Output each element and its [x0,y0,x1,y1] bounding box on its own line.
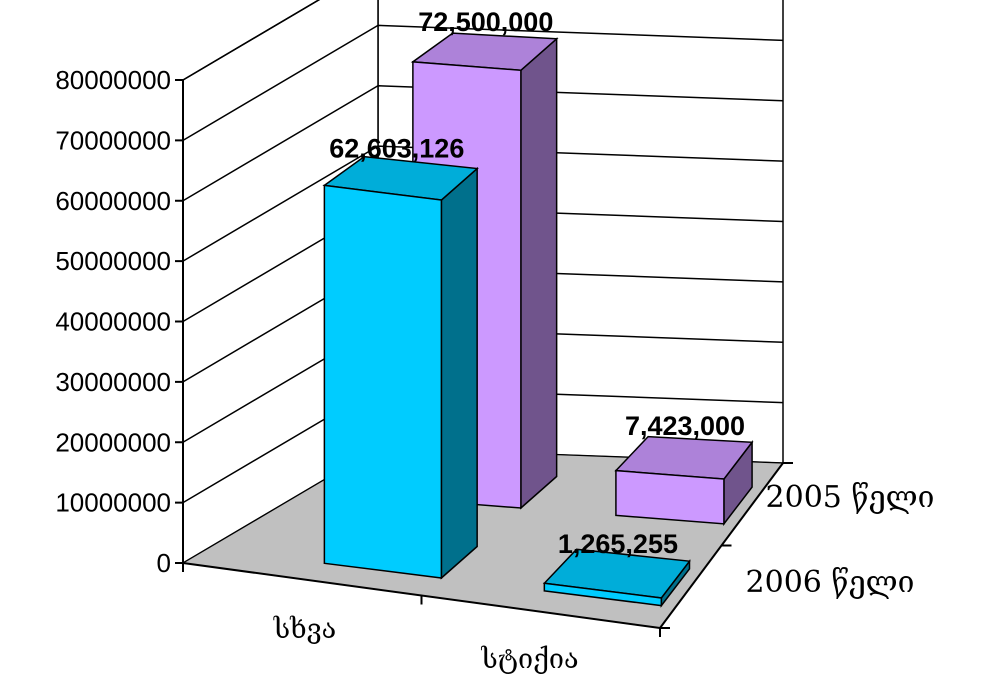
series-label: 2006 წელი [746,565,915,600]
y-tick-label: 10000000 [55,488,171,518]
category-label: სხვა [273,614,337,645]
y-tick-label: 60000000 [55,186,171,216]
y-tick-label: 50000000 [55,246,171,276]
y-tick-label: 0 [157,548,171,578]
bar-2005-disaster [615,469,725,525]
data-label: 1,265,255 [558,529,678,559]
y-tick-label: 70000000 [55,125,171,155]
category-label: სტიქია [480,644,578,675]
series-label: 2005 წელი [766,480,935,515]
data-label: 62,603,126 [329,134,464,164]
data-label: 72,500,000 [418,7,553,37]
bar-2005-other-side [520,37,558,510]
bar-2006-other-side [440,166,478,580]
bar-2006-disaster [543,582,663,607]
y-tick-label: 20000000 [55,427,171,457]
bar-2006-other [323,184,443,579]
y-tick-label: 30000000 [55,367,171,397]
data-label: 7,423,000 [625,411,745,441]
y-tick-label: 40000000 [55,307,171,337]
gridline [182,84,784,202]
y-tick-label: 80000000 [55,65,171,95]
gridline [182,0,321,81]
gridline [182,145,784,262]
gridline [182,24,784,142]
